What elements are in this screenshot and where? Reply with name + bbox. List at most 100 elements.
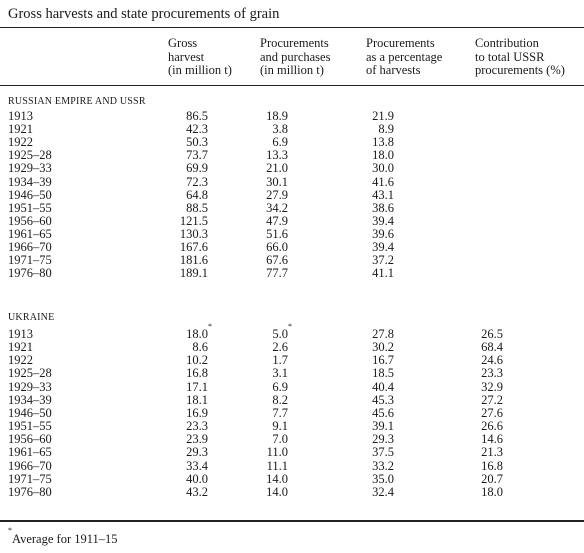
row-period: 1971–75 (8, 471, 52, 486)
cell-number: 18.9 (266, 109, 288, 123)
cell-number: 27.9 (266, 187, 288, 202)
cell-number: 33.4 (186, 458, 208, 473)
cell-value: 29.3 (366, 433, 394, 446)
cell-value: 27.8 (366, 328, 394, 341)
cell-number: 8.2 (272, 392, 288, 407)
cell-value: 68.4 (475, 341, 503, 354)
cell-number: 18.0 (372, 148, 394, 163)
header-contribution: Contribution to total USSR procurements … (475, 36, 565, 77)
row-period: 1966–70 (8, 240, 52, 254)
cell-value: 8.6 (168, 341, 208, 354)
cell-number: 21.9 (372, 109, 394, 123)
cell-number: 41.1 (372, 266, 394, 281)
cell-number: 8.6 (192, 340, 208, 355)
cell-value: 14.0 (260, 471, 288, 486)
cell-value: 40.0 (168, 472, 208, 486)
cell-value: 39.1 (366, 420, 394, 433)
cell-value: 77.7 (260, 267, 288, 280)
table-row: 1966–70 33.4 11.1 33.2 16.8 (0, 458, 584, 473)
cell-value: 86.5 (168, 110, 208, 123)
cell-value: 167.6 (168, 241, 208, 254)
table-row: 1971–75 40.0 14.0 35.0 20.7 (0, 471, 584, 486)
cell-number: 7.7 (272, 405, 288, 420)
cell-number: 42.3 (186, 122, 208, 137)
cell-number: 32.4 (372, 484, 394, 499)
cell-number: 21.3 (481, 445, 503, 460)
table-row: 1925–28 16.8 3.1 18.5 23.3 (0, 367, 584, 380)
cell-value: 45.3 (366, 392, 394, 407)
cell-value (475, 254, 503, 267)
cell-number: 16.8 (186, 366, 208, 381)
cell-value: 39.6 (366, 226, 394, 241)
row-period: 1951–55 (8, 200, 52, 215)
cell-number: 23.3 (481, 366, 503, 381)
cell-number: 6.9 (272, 379, 288, 394)
cell-number: 39.6 (372, 226, 394, 241)
cell-number: 7.0 (272, 432, 288, 447)
cell-number: 32.9 (481, 379, 503, 394)
cell-number: 18.0 (186, 327, 208, 341)
cell-value: 18.5 (366, 367, 394, 380)
footnote-marker: * (288, 322, 292, 331)
cell-number: 14.0 (266, 471, 288, 486)
table-row: 1921 8.6 2.6 30.2 68.4 (0, 341, 584, 354)
row-period: 1946–50 (8, 405, 52, 420)
cell-value (475, 215, 503, 228)
cell-value (475, 241, 503, 254)
cell-value: 11.0 (260, 446, 288, 459)
cell-number: 8.9 (378, 122, 394, 137)
cell-number: 14.0 (266, 484, 288, 499)
table-row: 1925–28 73.7 13.3 18.0 (0, 149, 584, 162)
table-row: 1951–55 88.5 34.2 38.6 (0, 200, 584, 215)
cell-value: 24.6 (475, 354, 503, 367)
cell-value: 18.1 (168, 392, 208, 407)
row-period: 1934–39 (8, 392, 52, 407)
cell-number: 30.2 (372, 340, 394, 355)
bottom-rule (0, 520, 584, 522)
cell-value: 7.0 (260, 433, 288, 446)
cell-number: 3.1 (272, 366, 288, 381)
cell-value: 130.3 (168, 227, 208, 241)
cell-value: 11.1 (260, 459, 288, 473)
cell-value: 51.6 (260, 227, 288, 241)
cell-value: 39.4 (366, 214, 394, 228)
cell-number: 29.3 (372, 432, 394, 447)
cell-number: 27.6 (481, 405, 503, 420)
table-row: 1929–33 17.1 6.9 40.4 32.9 (0, 379, 584, 394)
cell-number: 73.7 (186, 148, 208, 163)
cell-value: 5.0* (260, 323, 292, 341)
cell-value: 1.7 (260, 354, 288, 367)
cell-number: 72.3 (186, 174, 208, 189)
row-period: 1913 (8, 109, 33, 123)
cell-number: 121.5 (179, 213, 208, 228)
row-period: 1921 (8, 340, 33, 355)
cell-number: 45.3 (372, 392, 394, 407)
cell-value: 30.0 (366, 162, 394, 175)
row-period: 1922 (8, 353, 33, 368)
table-row: 1956–60 121.5 47.9 39.4 (0, 213, 584, 228)
section-label-ukraine: UKRAINE (8, 312, 55, 323)
top-rule (0, 27, 584, 28)
cell-number: 39.4 (372, 240, 394, 254)
cell-value: 21.9 (366, 110, 394, 123)
cell-value: 9.1 (260, 420, 288, 433)
cell-number: 5.0 (272, 327, 288, 341)
cell-number: 23.3 (186, 419, 208, 434)
row-period: 1922 (8, 135, 33, 150)
cell-value: 64.8 (168, 188, 208, 202)
table-row: 1934–39 72.3 30.1 41.6 (0, 174, 584, 189)
cell-value: 72.3 (168, 174, 208, 189)
cell-number: 13.8 (372, 135, 394, 150)
cell-number: 18.1 (186, 392, 208, 407)
cell-value: 16.8 (475, 459, 503, 473)
cell-number: 2.6 (272, 340, 288, 355)
row-period: 1921 (8, 122, 33, 137)
cell-value: 50.3 (168, 136, 208, 149)
cell-number: 17.1 (186, 379, 208, 394)
cell-number: 6.9 (272, 135, 288, 150)
cell-value: 16.8 (168, 367, 208, 380)
cell-value: 18.9 (260, 110, 288, 123)
cell-value: 20.7 (475, 472, 503, 486)
row-period: 1971–75 (8, 253, 52, 268)
header-percentage: Procurements as a percentage of harvests (366, 36, 443, 77)
